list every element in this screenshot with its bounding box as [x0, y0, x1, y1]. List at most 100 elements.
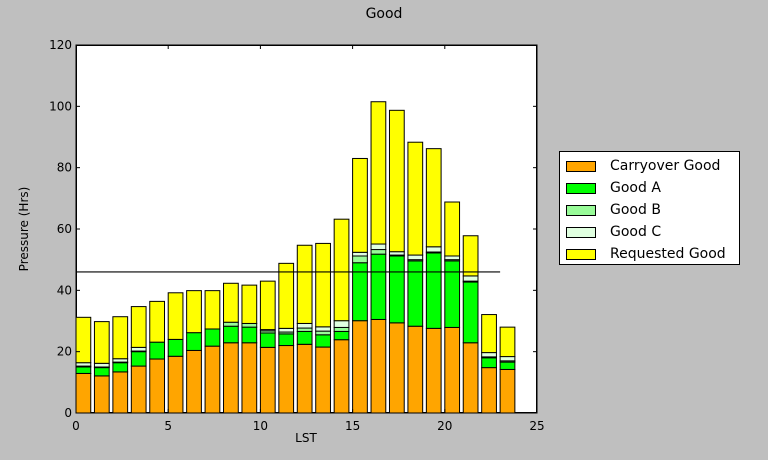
- legend-label: Requested Good: [610, 246, 726, 262]
- x-tick-label: 5: [164, 419, 172, 433]
- bar-stack: [186, 290, 202, 414]
- bar-segment: [75, 372, 92, 414]
- bar-segment: [333, 218, 350, 322]
- bar-segment: [481, 367, 497, 414]
- legend-item: Carryover Good: [560, 155, 739, 177]
- bar-segment: [388, 251, 405, 256]
- bar-segment: [223, 321, 239, 327]
- bar-segment: [167, 338, 184, 357]
- bar-segment: [130, 306, 147, 348]
- bar-segment: [296, 322, 313, 329]
- legend-label: Good C: [610, 224, 662, 240]
- bar-segment: [149, 341, 166, 360]
- bar-segment: [223, 325, 239, 344]
- bar-segment: [93, 362, 110, 368]
- legend-label: Good B: [610, 202, 661, 218]
- bar-segment: [130, 351, 147, 367]
- bar-segment: [93, 375, 110, 414]
- y-tick-label: 80: [57, 161, 72, 175]
- bar-segment: [315, 330, 331, 336]
- bar-segment: [425, 252, 442, 329]
- bar-segment: [149, 358, 166, 414]
- bar-segment: [481, 357, 497, 369]
- bar-segment: [259, 332, 276, 348]
- bar-segment: [296, 244, 313, 324]
- bar-segment: [112, 362, 129, 373]
- bar-segment: [315, 326, 331, 332]
- bar-segment: [352, 251, 368, 257]
- legend-swatch: [566, 204, 596, 216]
- bar-segment: [481, 314, 497, 354]
- bar-segment: [204, 345, 221, 414]
- bar-segment: [112, 358, 129, 363]
- bar-segment: [444, 201, 461, 257]
- bar-segment: [481, 352, 497, 358]
- bar-segment: [462, 235, 479, 277]
- bar-segment: [499, 326, 516, 358]
- bar-segment: [75, 316, 92, 364]
- bar-segment: [130, 365, 147, 414]
- legend-swatch: [566, 248, 596, 260]
- bar-segment: [444, 260, 461, 328]
- bar-segment: [462, 281, 479, 344]
- bar-segment: [186, 332, 202, 351]
- bar-segment: [370, 101, 387, 245]
- bar-segment: [315, 242, 331, 328]
- bar-segment: [149, 300, 166, 343]
- bar-segment: [407, 260, 424, 327]
- bar-segment: [278, 333, 295, 347]
- bar-segment: [204, 328, 221, 347]
- bar-segment: [296, 327, 313, 332]
- x-tick-label: 25: [529, 419, 544, 433]
- bar-segment: [259, 346, 276, 414]
- bar-segment: [241, 322, 258, 328]
- legend-label: Carryover Good: [610, 158, 721, 174]
- legend-item: Requested Good: [560, 243, 739, 265]
- bar-segment: [167, 355, 184, 414]
- bar-stack: [75, 316, 92, 414]
- bar-segment: [370, 253, 387, 320]
- bar-segment: [370, 318, 387, 414]
- bar-segment: [241, 342, 258, 414]
- bar-segment: [388, 322, 405, 414]
- bar-segment: [462, 342, 479, 414]
- bar-segment: [296, 330, 313, 345]
- bar-segment: [315, 334, 331, 348]
- legend-item: Good B: [560, 199, 739, 221]
- bar-stack: [223, 282, 239, 414]
- bar-segment: [352, 255, 368, 264]
- bar-segment: [278, 262, 295, 329]
- legend-swatch: [566, 160, 596, 172]
- bar-segment: [407, 325, 424, 414]
- bar-stack: [481, 314, 497, 414]
- bar-segment: [186, 290, 202, 334]
- bar-segment: [333, 330, 350, 341]
- bar-segment: [278, 327, 295, 333]
- bar-segment: [112, 371, 129, 414]
- chart-title: Good: [365, 6, 403, 22]
- bar-segment: [462, 275, 479, 282]
- x-tick-label: 20: [437, 419, 452, 433]
- bar-stack: [241, 284, 258, 414]
- bar-stack: [444, 201, 461, 414]
- bar-segment: [315, 346, 331, 414]
- bar-stack: [425, 148, 442, 414]
- bar-stack: [149, 300, 166, 414]
- bar-segment: [370, 243, 387, 251]
- bar-segment: [130, 346, 147, 352]
- bar-stack: [296, 244, 313, 414]
- bar-segment: [186, 349, 202, 414]
- bar-segment: [93, 321, 110, 364]
- bar-stack: [130, 306, 147, 414]
- bar-stack: [93, 321, 110, 414]
- bar-segment: [167, 292, 184, 340]
- bar-segment: [444, 255, 461, 261]
- bar-segment: [352, 320, 368, 414]
- bar-segment: [407, 254, 424, 261]
- bar-stack: [278, 262, 295, 414]
- y-tick-label: 100: [49, 99, 72, 113]
- y-tick-label: 60: [57, 222, 72, 236]
- bar-segment: [499, 368, 516, 414]
- bar-stack: [499, 326, 516, 414]
- bar-segment: [241, 284, 258, 324]
